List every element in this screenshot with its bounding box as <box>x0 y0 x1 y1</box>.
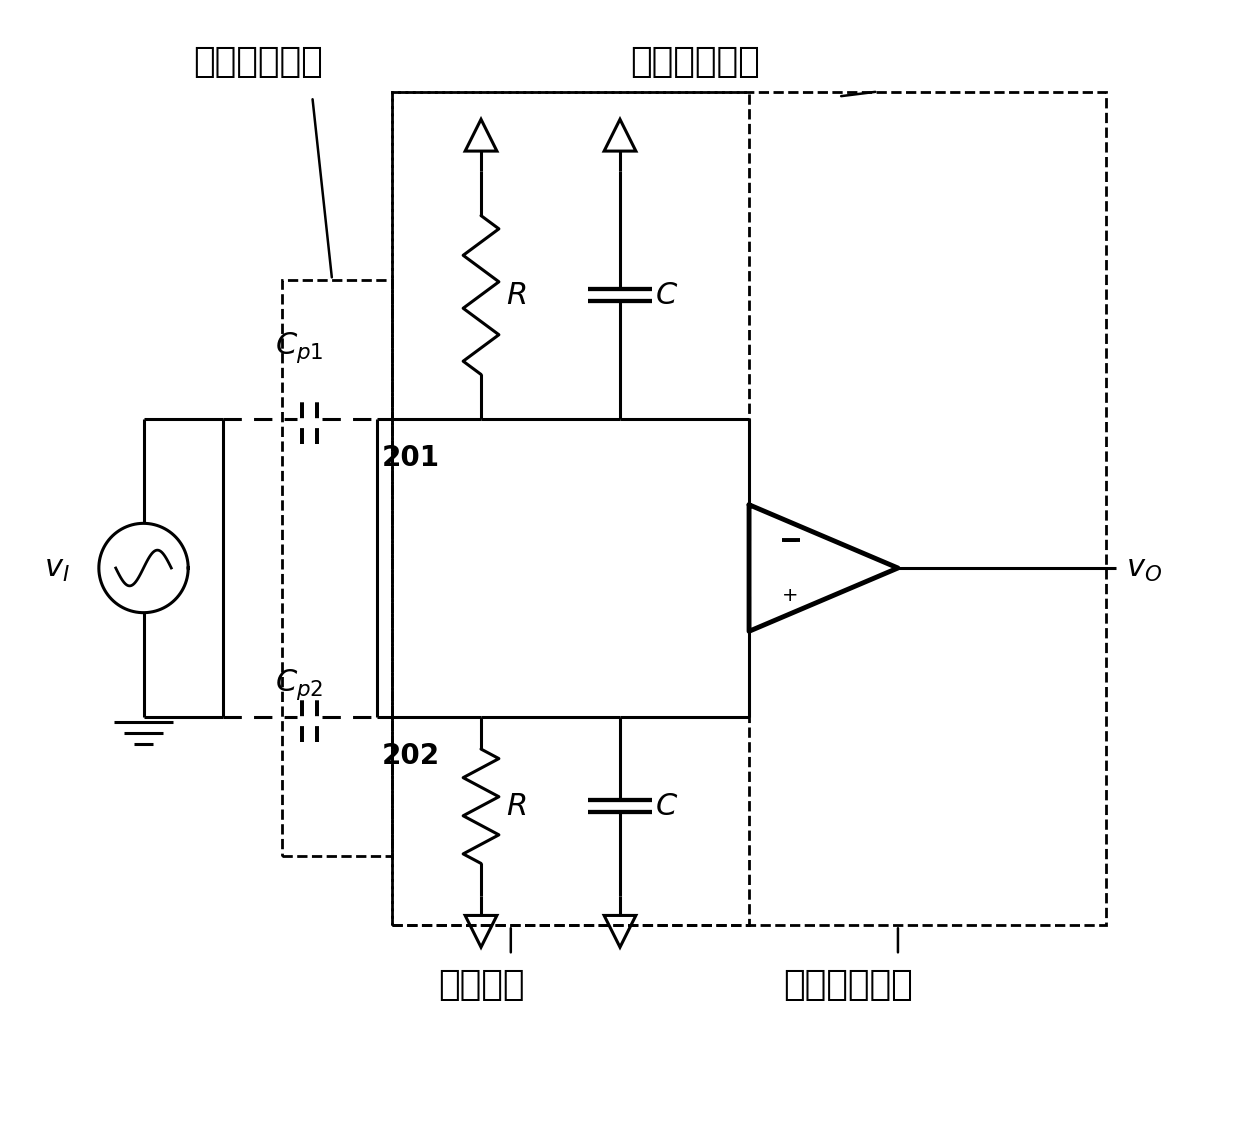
Text: $R$: $R$ <box>506 791 526 822</box>
Text: 201: 201 <box>382 444 440 472</box>
Text: 202: 202 <box>382 742 440 769</box>
Bar <box>392 91 749 925</box>
Text: $-$: $-$ <box>781 531 797 550</box>
Text: 拓扑单元: 拓扑单元 <box>438 968 525 1001</box>
Text: 差分放大单元: 差分放大单元 <box>784 968 913 1001</box>
Text: $v_I$: $v_I$ <box>45 553 69 584</box>
Text: 差分探测模块: 差分探测模块 <box>193 44 322 79</box>
Text: $C_{p1}$: $C_{p1}$ <box>275 330 324 364</box>
Bar <box>283 280 392 856</box>
Text: $C$: $C$ <box>655 791 678 822</box>
Text: $C$: $C$ <box>655 280 678 311</box>
Text: $+$: $+$ <box>780 587 797 605</box>
Text: $C_{p2}$: $C_{p2}$ <box>275 667 324 702</box>
Text: $R$: $R$ <box>506 280 526 311</box>
Bar <box>392 91 1106 925</box>
Text: 信号处理模块: 信号处理模块 <box>630 44 760 79</box>
Text: $v_O$: $v_O$ <box>1126 553 1162 584</box>
